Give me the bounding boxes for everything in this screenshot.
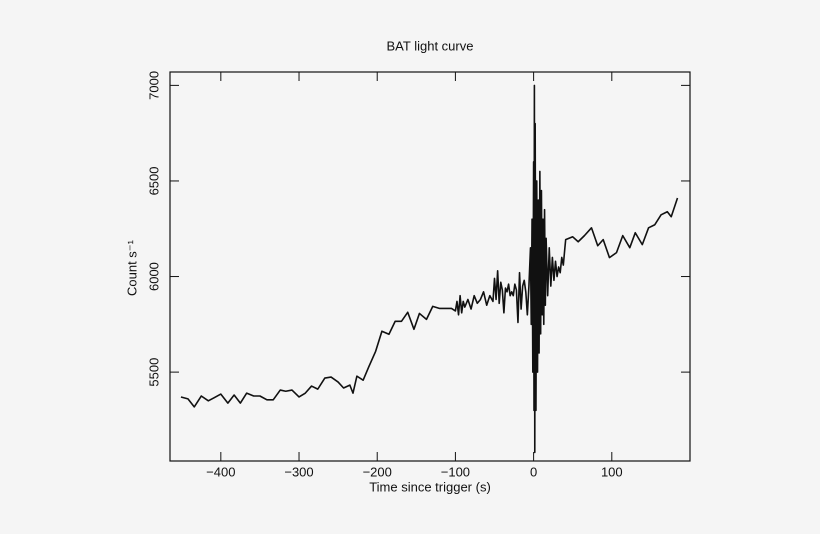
chart-title: BAT light curve [387, 38, 474, 53]
y-tick-label: 6500 [146, 166, 161, 195]
x-tick-label: −100 [441, 464, 470, 479]
x-tick-label: 100 [601, 464, 623, 479]
x-tick-label: −200 [363, 464, 392, 479]
plot-frame [169, 71, 691, 462]
y-tick-label: 6000 [146, 262, 161, 291]
light-curve [180, 84, 679, 454]
y-tick-label: 5500 [146, 358, 161, 387]
x-tick-label: −300 [284, 464, 313, 479]
y-axis-label: Count s⁻¹ [124, 239, 139, 296]
x-tick-label: 0 [530, 464, 537, 479]
x-axis-label: Time since trigger (s) [369, 479, 491, 494]
y-tick-label: 7000 [146, 71, 161, 100]
x-tick-label: −400 [206, 464, 235, 479]
